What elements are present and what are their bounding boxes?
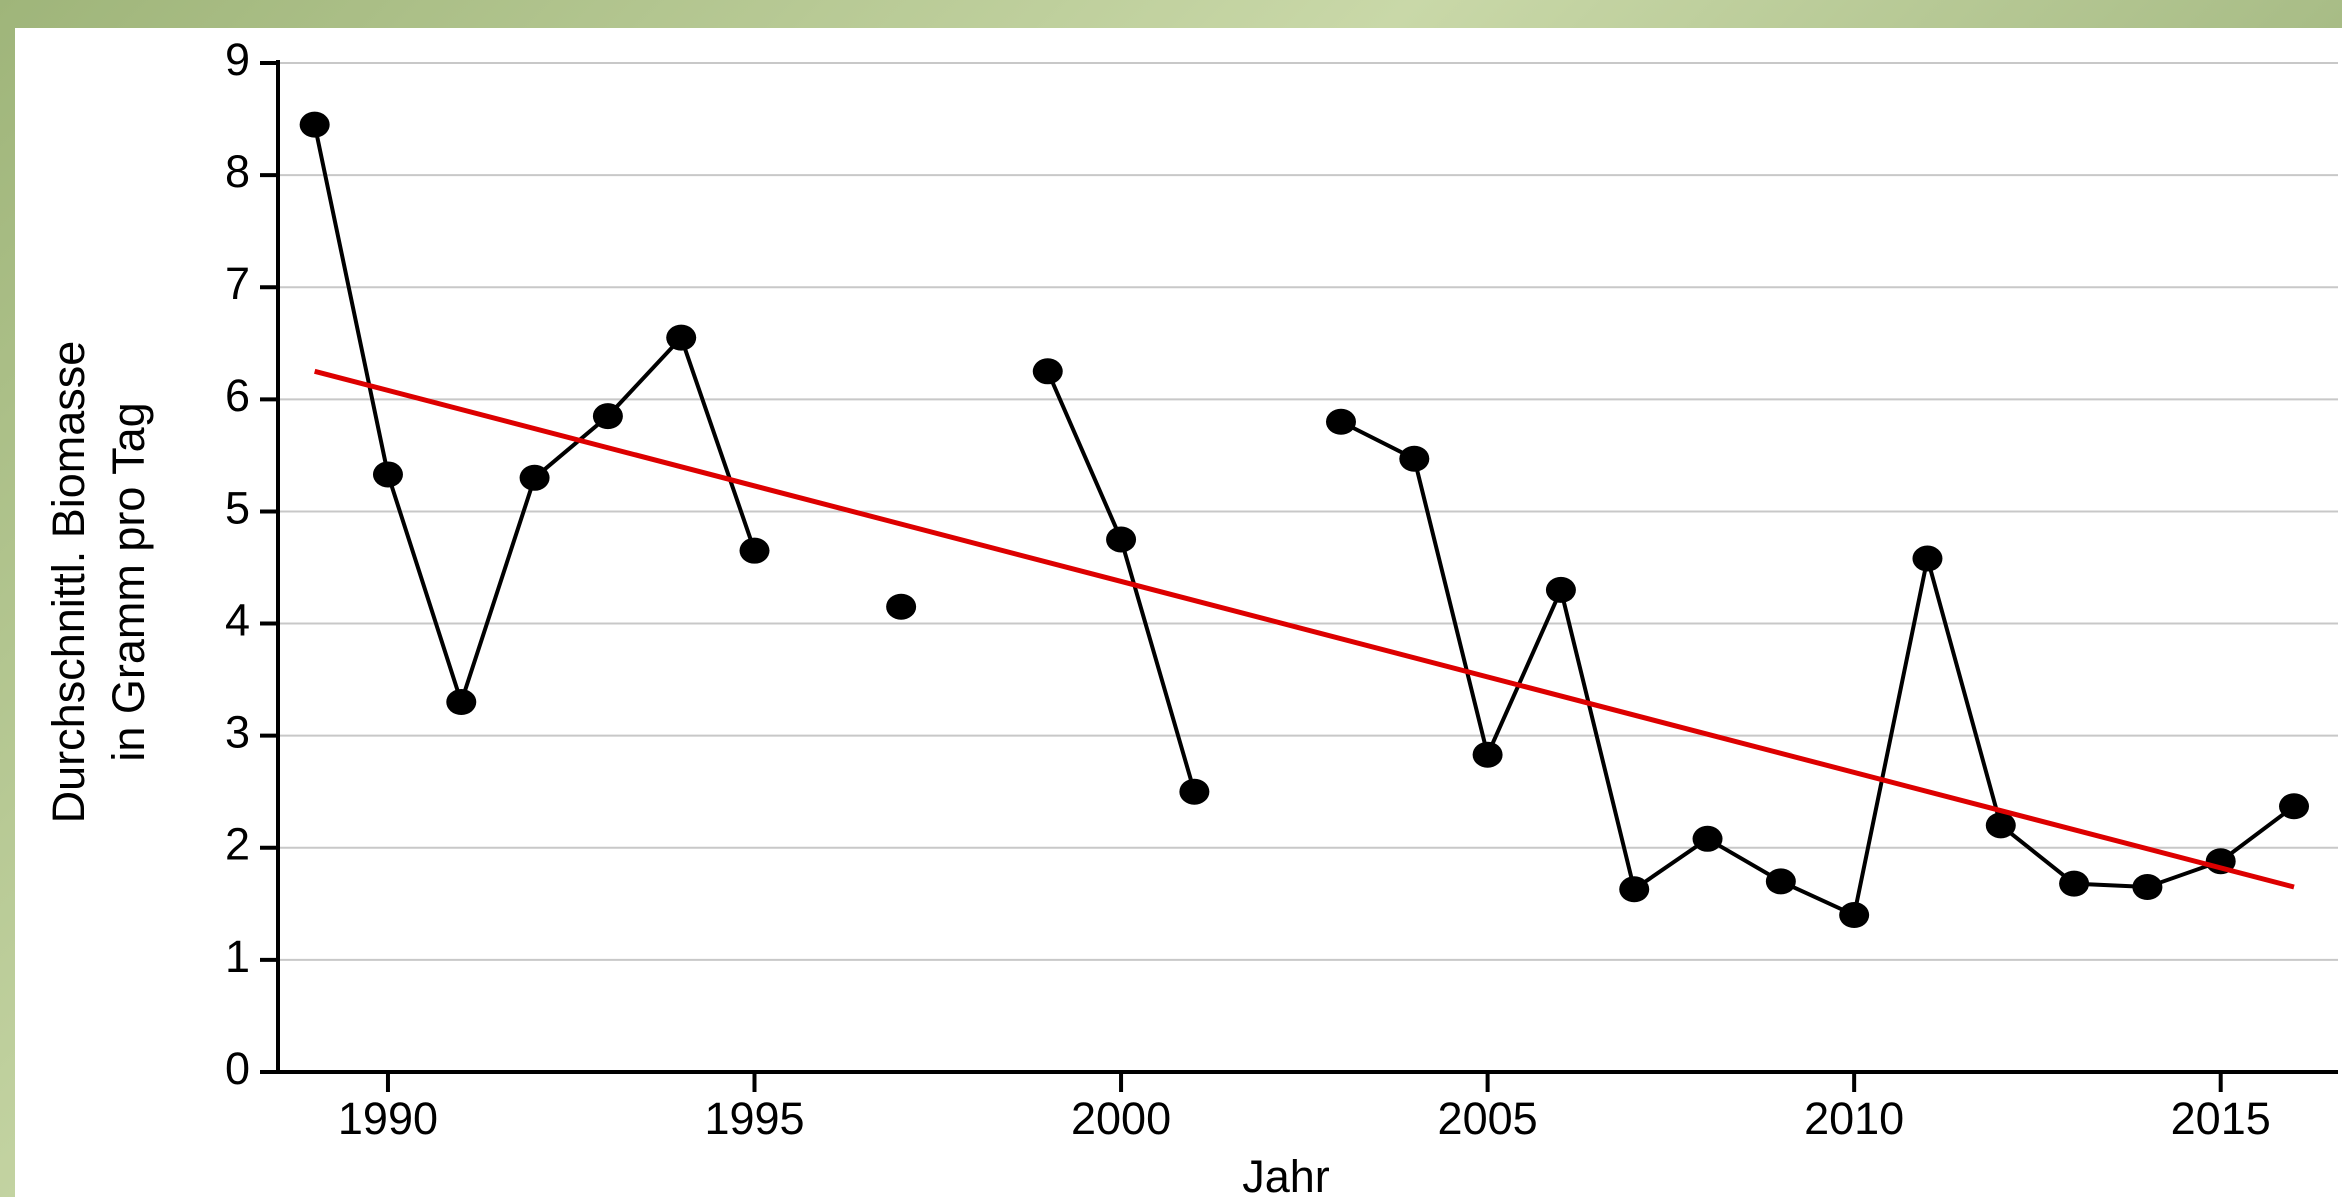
y-tick-label: 9 [225,34,250,85]
y-tick-label: 3 [225,707,250,758]
y-axis-label-line: in Gramm pro Tag [103,402,154,761]
data-point [446,689,476,715]
data-point [1766,868,1796,894]
data-point [2132,874,2162,900]
data-point [1693,826,1723,852]
x-tick-label: 1990 [338,1093,438,1144]
page: Jahr Durchschnittl. Biomasse in Gramm pr… [0,0,2342,1197]
panel [15,28,2342,1197]
data-point [1986,812,2016,838]
data-point [666,325,696,351]
data-point [2279,793,2309,819]
data-point [1033,358,1063,384]
x-axis-label: Jahr [1242,1151,1330,1197]
data-point [1473,742,1503,768]
data-point [1912,546,1942,572]
data-point [1326,409,1356,435]
data-point [1179,779,1209,805]
y-tick-label: 5 [225,482,250,533]
chart: Jahr Durchschnittl. Biomasse in Gramm pr… [0,0,2342,1197]
y-tick-label: 0 [225,1043,250,1094]
data-point [300,112,330,138]
data-point [740,538,770,564]
data-point [1106,526,1136,552]
y-tick-label: 4 [225,594,250,645]
y-tick-label: 8 [225,146,250,197]
y-axis-label-line: Durchschnittl. Biomasse [43,341,94,824]
y-tick-label: 2 [225,819,250,870]
y-tick-label: 7 [225,258,250,309]
x-tick-label: 2010 [1804,1093,1904,1144]
x-tick-label: 2005 [1438,1093,1538,1144]
x-tick-label: 2015 [2171,1093,2271,1144]
data-point [886,594,916,620]
data-point [1839,902,1869,928]
data-point [2059,871,2089,897]
data-point [593,403,623,429]
y-tick-label: 1 [225,931,250,982]
x-tick-label: 1995 [704,1093,804,1144]
y-tick-label: 6 [225,370,250,421]
data-point [1619,876,1649,902]
data-point [373,461,403,487]
data-point [1399,446,1429,472]
data-point [520,465,550,491]
data-point [1546,577,1576,603]
x-tick-label: 2000 [1071,1093,1171,1144]
